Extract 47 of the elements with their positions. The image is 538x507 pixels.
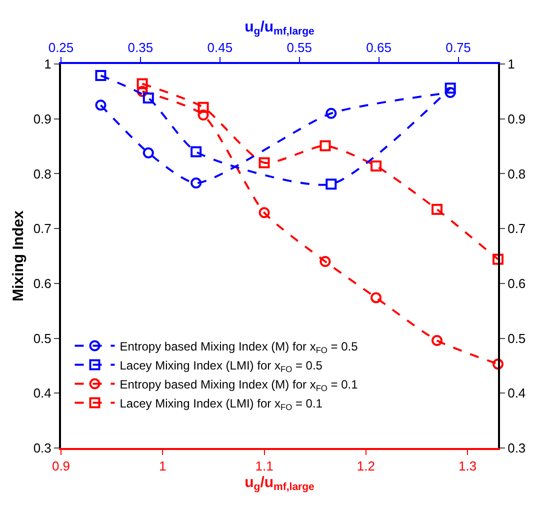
y-tick-label: 1 <box>44 56 52 72</box>
point <box>136 78 148 90</box>
y2-tick-label: 0.6 <box>508 276 526 291</box>
point <box>258 207 270 218</box>
point <box>198 102 209 113</box>
x-tick-label: 1.2 <box>356 458 375 474</box>
x2-tick-label: 0.55 <box>286 40 312 55</box>
y2-tick-label: 1 <box>508 56 515 72</box>
x-axis-title: u$_{g}$/u$_{mf,large}$ <box>244 474 315 494</box>
y-tick-label: 0.8 <box>33 166 52 182</box>
legend-label: Entropy based Mixing Index (M) for x$_{FO}$ = 0.1 <box>120 377 358 393</box>
y-axis-title: Mixing Index <box>10 210 28 302</box>
y-tick-label: 0.4 <box>33 386 52 401</box>
y-tick-label: 0.9 <box>33 111 52 126</box>
legend-label: Lacey Mixing Index (LMI) for x$_{FO}$ = 0.5 <box>120 358 323 374</box>
point <box>432 204 443 215</box>
legend-label: Lacey Mixing Index (LMI) for x$_{FO}$ = 0.1 <box>120 396 323 412</box>
x2-tick-label: 0.45 <box>207 40 233 55</box>
x2-tick-label: 0.65 <box>366 40 392 55</box>
point <box>198 110 209 121</box>
point <box>370 160 382 172</box>
x2-tick-label: 0.25 <box>48 40 74 55</box>
x-tick-label: 0.9 <box>52 458 70 474</box>
y2-tick-label: 0.5 <box>508 330 526 346</box>
y-tick-label: 0.6 <box>33 276 52 291</box>
y2-tick-label: 0.3 <box>508 440 526 456</box>
point <box>492 254 504 265</box>
y-tick-label: 0.5 <box>33 330 52 346</box>
y2-tick-label: 0.8 <box>508 166 526 182</box>
point <box>492 358 504 370</box>
y2-tick-label: 0.7 <box>508 221 526 236</box>
y-tick-label: 0.7 <box>33 221 52 236</box>
x-tick-label: 1.3 <box>458 458 477 474</box>
y2-tick-label: 0.9 <box>508 111 526 126</box>
legend-label: Entropy based Mixing Index (M) for x$_{FO}$ = 0.5 <box>120 339 358 355</box>
y2-tick-label: 0.4 <box>508 386 526 401</box>
x2-tick-label: 0.35 <box>128 40 154 55</box>
point <box>432 334 443 346</box>
point <box>258 157 270 168</box>
point <box>370 292 382 304</box>
x-tick-label: 1.1 <box>255 458 274 474</box>
x2-axis-title: u$_{g}$/u$_{mf,large}$ <box>244 18 315 38</box>
point <box>320 256 331 267</box>
x-tick-label: 1 <box>159 458 166 474</box>
point <box>320 140 331 152</box>
x2-tick-label: 0.75 <box>446 40 471 55</box>
y-tick-label: 0.3 <box>33 440 52 456</box>
